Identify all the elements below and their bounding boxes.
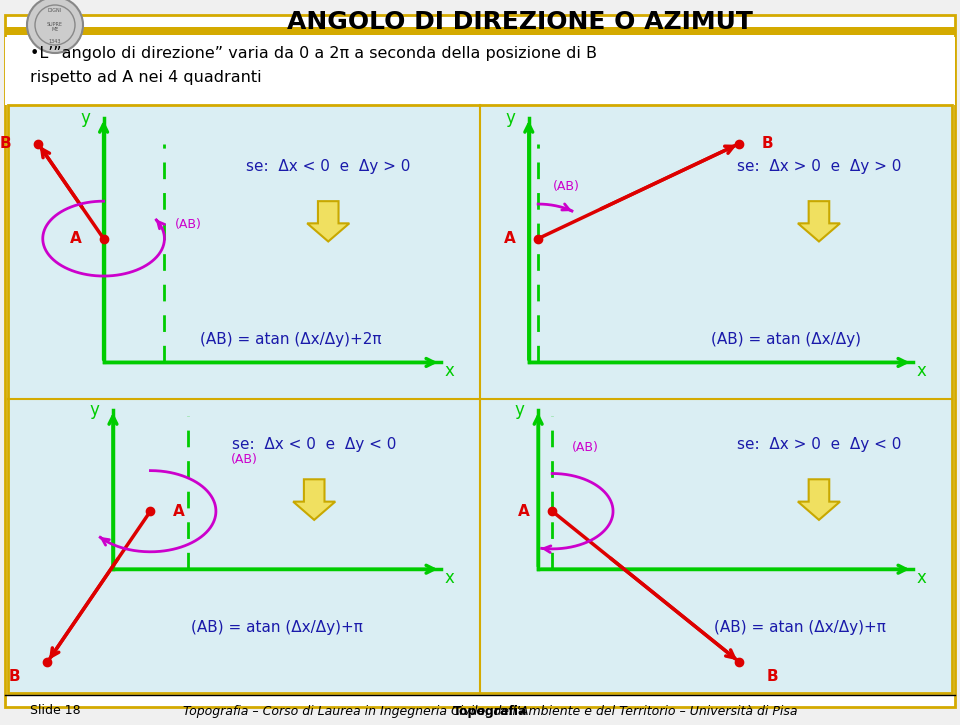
Circle shape xyxy=(27,0,83,53)
Text: Topografia: Topografia xyxy=(453,705,527,718)
Bar xyxy=(5,37,955,105)
Text: Slide 18: Slide 18 xyxy=(30,705,81,718)
Text: x: x xyxy=(917,569,926,587)
Text: Topografia – Corso di Laurea in Ingegneria Civile, dell’Ambiente e del Territori: Topografia – Corso di Laurea in Ingegner… xyxy=(182,705,797,718)
Text: ANGOLO DI DIREZIONE O AZIMUT: ANGOLO DI DIREZIONE O AZIMUT xyxy=(287,10,753,34)
Text: se:  Δx > 0  e  Δy < 0: se: Δx > 0 e Δy < 0 xyxy=(736,437,901,452)
Text: y: y xyxy=(89,401,99,419)
Text: A: A xyxy=(70,231,82,246)
Text: (AB) = atan (Δx/Δy)+π: (AB) = atan (Δx/Δy)+π xyxy=(714,620,886,634)
Polygon shape xyxy=(307,201,349,241)
Polygon shape xyxy=(798,479,840,520)
Bar xyxy=(5,27,955,30)
Text: (AB) = atan (Δx/Δy): (AB) = atan (Δx/Δy) xyxy=(711,332,861,347)
Text: se:  Δx < 0  e  Δy > 0: se: Δx < 0 e Δy > 0 xyxy=(246,159,411,174)
Text: x: x xyxy=(445,362,455,380)
Text: B: B xyxy=(9,669,20,684)
Text: (AB) = atan (Δx/Δy)+2π: (AB) = atan (Δx/Δy)+2π xyxy=(200,332,381,347)
Text: (AB): (AB) xyxy=(175,218,202,231)
Text: B: B xyxy=(766,669,778,684)
Bar xyxy=(8,105,952,693)
Text: x: x xyxy=(445,569,455,587)
Text: B: B xyxy=(761,136,774,151)
Text: 1343: 1343 xyxy=(49,38,61,44)
Text: (AB) = atan (Δx/Δy)+π: (AB) = atan (Δx/Δy)+π xyxy=(191,620,363,634)
Text: rispetto ad A nei 4 quadranti: rispetto ad A nei 4 quadranti xyxy=(30,70,262,85)
Text: •L’”angolo di direzione” varia da 0 a 2π a seconda della posizione di B: •L’”angolo di direzione” varia da 0 a 2π… xyxy=(30,46,597,60)
Text: A: A xyxy=(173,504,184,518)
Text: A: A xyxy=(504,231,516,246)
Text: (AB): (AB) xyxy=(230,452,257,465)
Polygon shape xyxy=(798,201,840,241)
Polygon shape xyxy=(293,479,335,520)
Text: (AB): (AB) xyxy=(553,181,580,194)
Text: B: B xyxy=(0,136,12,151)
Text: y: y xyxy=(515,401,524,419)
Text: y: y xyxy=(80,109,90,127)
Text: SUPRE
ME: SUPRE ME xyxy=(47,22,63,33)
Bar xyxy=(5,30,955,35)
Text: (AB): (AB) xyxy=(571,441,598,454)
Text: se:  Δx < 0  e  Δy < 0: se: Δx < 0 e Δy < 0 xyxy=(232,437,396,452)
Text: se:  Δx > 0  e  Δy > 0: se: Δx > 0 e Δy > 0 xyxy=(736,159,901,174)
Text: x: x xyxy=(917,362,926,380)
Text: DIGNI: DIGNI xyxy=(48,7,62,12)
Text: A: A xyxy=(518,504,530,518)
Text: y: y xyxy=(505,109,515,127)
